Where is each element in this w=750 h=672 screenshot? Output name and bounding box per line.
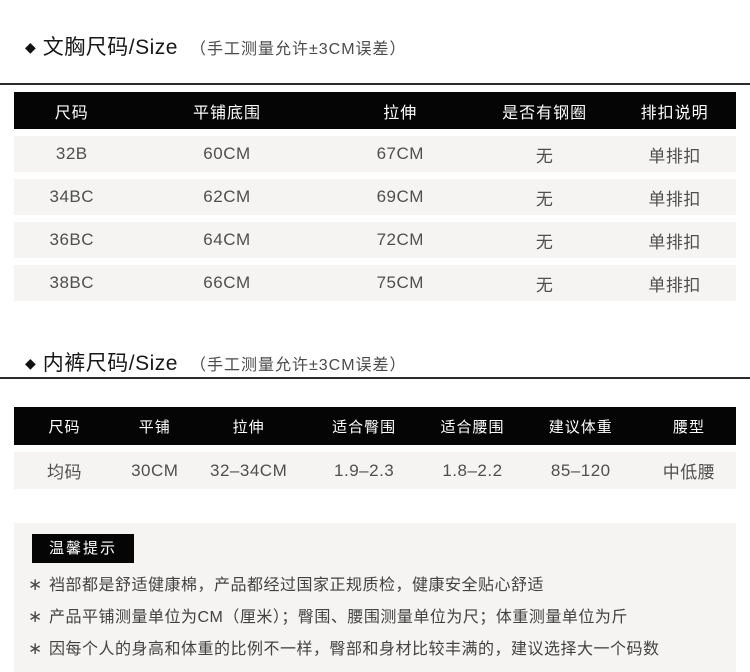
tip-item: ∗ 产品平铺测量单位为CM（厘米）；臀围、腰围测量单位为尺；体重测量单位为斤 (14, 601, 736, 633)
size-cell: 36BC (49, 230, 95, 249)
panty-section-header: ◆ 内裤尺码/Size （手工测量允许±3CM误差） (0, 347, 750, 377)
column-header: 平铺底围 (192, 104, 261, 122)
stretch-cell: 32–34CM (210, 460, 288, 480)
rise-cell: 中低腰 (662, 463, 716, 482)
hook-cell: 单排扣 (648, 232, 701, 252)
tip-text: 裆部都是舒适健康棉，产品都经过国家正规质检，健康安全贴心舒适 (49, 577, 545, 594)
underwire-cell: 无 (535, 146, 554, 166)
table-row: 32B 60CM 67CM 无 单排扣 (14, 136, 736, 172)
underbust-cell: 64CM (203, 230, 251, 249)
diamond-icon: ◆ (25, 355, 36, 371)
flat-cell: 30CM (131, 460, 179, 480)
bra-section-title: 文胸尺码/Size (42, 36, 178, 59)
tip-text: 产品平铺测量单位为CM（厘米）；臀围、腰围测量单位为尺；体重测量单位为斤 (49, 609, 628, 626)
tips-box: 温馨提示 ∗ 裆部都是舒适健康棉，产品都经过国家正规质检，健康安全贴心舒适 ∗ 产品… (14, 523, 736, 672)
panty-size-table: 尺码 平铺 拉伸 适合臀围 适合腰围 建议体重 腰型 均码 30CM 32–34… (14, 407, 736, 489)
column-header: 平铺 (138, 418, 171, 436)
column-header: 尺码 (54, 104, 89, 122)
diamond-icon: ◆ (25, 39, 36, 55)
stretch-cell: 72CM (376, 230, 424, 249)
stretch-cell: 67CM (376, 144, 424, 163)
column-header: 拉伸 (232, 418, 265, 436)
section-divider-line (0, 377, 750, 379)
bra-section-header: ◆ 文胸尺码/Size （手工测量允许±3CM误差） (0, 0, 750, 61)
column-header: 适合臀围 (332, 418, 397, 436)
panty-section-title: 内裤尺码/Size (42, 352, 178, 375)
asterisk-bullet-icon: ∗ (28, 575, 43, 594)
underwire-cell: 无 (535, 232, 554, 252)
hook-cell: 单排扣 (648, 275, 701, 295)
column-header: 建议体重 (548, 418, 613, 436)
waist-cell: 1.8–2.2 (442, 460, 503, 480)
panty-section-note: （手工测量允许±3CM误差） (189, 357, 407, 374)
underbust-cell: 60CM (203, 144, 251, 163)
underwire-cell: 无 (535, 275, 554, 295)
hip-cell: 1.9–2.3 (334, 460, 395, 480)
column-header: 腰型 (673, 418, 706, 436)
stretch-cell: 75CM (376, 273, 424, 292)
bra-section-note: （手工测量允许±3CM误差） (189, 41, 407, 58)
tip-item: ∗ 裆部都是舒适健康棉，产品都经过国家正规质检，健康安全贴心舒适 (14, 569, 736, 601)
bra-size-table: 尺码 平铺底围 拉伸 是否有钢圈 排扣说明 32B 60CM 67CM 无 单排… (14, 92, 736, 301)
column-header: 尺码 (48, 418, 81, 436)
column-header: 适合腰围 (440, 418, 505, 436)
column-header: 拉伸 (383, 104, 418, 122)
asterisk-bullet-icon: ∗ (28, 607, 43, 626)
tips-badge: 温馨提示 (32, 534, 135, 563)
tip-text: 因每个人的身高和体重的比例不一样，臀部和身材比较丰满的，建议选择大一个码数 (49, 641, 660, 658)
table-row: 38BC 66CM 75CM 无 单排扣 (14, 265, 736, 301)
size-cell: 38BC (49, 273, 95, 292)
size-cell: 32B (55, 144, 88, 163)
hook-cell: 单排扣 (648, 189, 701, 209)
underbust-cell: 62CM (203, 187, 251, 206)
table-row: 34BC 62CM 69CM 无 单排扣 (14, 179, 736, 215)
weight-cell: 85–120 (550, 460, 611, 480)
tip-item: ∗ 因每个人的身高和体重的比例不一样，臀部和身材比较丰满的，建议选择大一个码数 (14, 633, 736, 665)
table-row: 均码 30CM 32–34CM 1.9–2.3 1.8–2.2 85–120 中… (14, 452, 736, 489)
panty-table-header-row: 尺码 平铺 拉伸 适合臀围 适合腰围 建议体重 腰型 (14, 407, 736, 445)
stretch-cell: 69CM (376, 187, 424, 206)
size-cell: 均码 (47, 463, 83, 482)
asterisk-bullet-icon: ∗ (28, 639, 43, 658)
hook-cell: 单排扣 (648, 146, 701, 166)
underwire-cell: 无 (535, 189, 554, 209)
table-row: 36BC 64CM 72CM 无 单排扣 (14, 222, 736, 258)
column-header: 是否有钢圈 (502, 104, 588, 122)
column-header: 排扣说明 (640, 104, 709, 122)
underbust-cell: 66CM (203, 273, 251, 292)
tips-list: ∗ 裆部都是舒适健康棉，产品都经过国家正规质检，健康安全贴心舒适 ∗ 产品平铺测量单… (14, 569, 736, 665)
section-divider-line (0, 83, 750, 85)
size-cell: 34BC (49, 187, 95, 206)
bra-table-header-row: 尺码 平铺底围 拉伸 是否有钢圈 排扣说明 (14, 92, 736, 129)
